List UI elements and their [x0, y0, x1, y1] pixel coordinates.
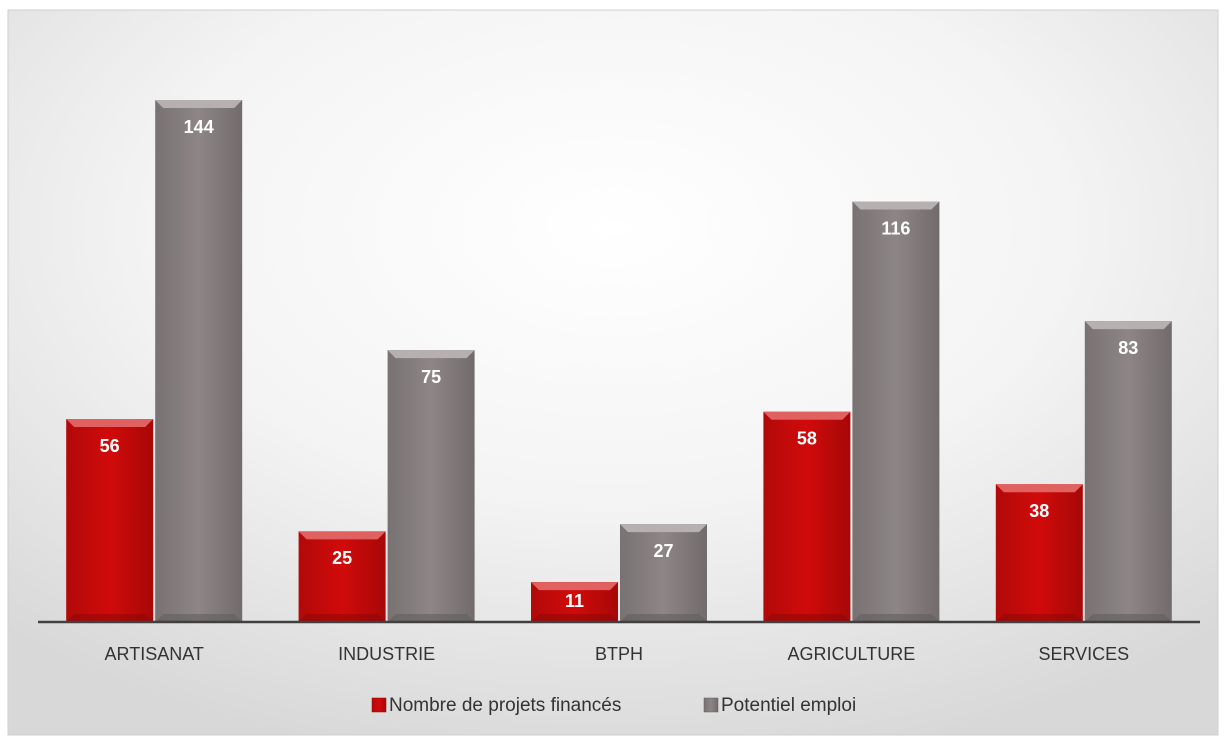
legend-label: Nombre de projets financés	[389, 695, 621, 716]
legend-label: Potentiel emploi	[721, 695, 856, 716]
x-tick-label: INDUSTRIE	[338, 644, 435, 664]
bar-bevel	[1084, 321, 1172, 330]
value-label: 25	[332, 548, 352, 568]
bar	[852, 201, 940, 622]
value-label: 83	[1118, 338, 1138, 358]
bar-bevel	[620, 614, 707, 622]
bar	[995, 484, 1083, 622]
bar-bevel	[995, 484, 1083, 493]
legend-swatch	[703, 697, 719, 713]
bar-bevel	[763, 411, 851, 420]
bar-bevel	[763, 614, 851, 622]
bar-bevel	[995, 614, 1083, 622]
value-label: 75	[421, 367, 441, 387]
bar	[66, 419, 154, 622]
bar-bevel	[387, 614, 475, 622]
bar-bevel	[1084, 614, 1172, 622]
bar	[387, 350, 475, 622]
value-label: 58	[797, 429, 817, 449]
value-label: 116	[881, 218, 910, 238]
legend-swatch	[371, 697, 387, 713]
x-tick-label: AGRICULTURE	[788, 644, 916, 664]
value-label: 11	[565, 591, 584, 611]
value-label: 144	[184, 117, 214, 137]
x-tick-label: BTPH	[595, 644, 643, 664]
value-label: 27	[653, 541, 673, 561]
bar-bevel	[531, 582, 618, 591]
bar-bevel	[298, 614, 386, 622]
bar-bevel	[155, 614, 243, 622]
bar-bevel	[531, 614, 618, 622]
bar-bevel	[66, 419, 154, 427]
bar	[1084, 321, 1172, 622]
bar-bevel	[155, 100, 243, 108]
x-tick-label: ARTISANAT	[105, 644, 204, 664]
bar-bevel	[852, 614, 940, 622]
bar-bevel	[387, 350, 475, 359]
value-label: 38	[1029, 501, 1049, 521]
bar	[620, 524, 707, 622]
bar-bevel	[852, 201, 940, 210]
x-tick-label: SERVICES	[1038, 644, 1129, 664]
bar-bevel	[298, 531, 386, 540]
bar-bevel	[66, 614, 154, 622]
bar	[298, 531, 386, 622]
bar	[155, 100, 243, 622]
bar-bevel	[620, 524, 707, 533]
bar	[763, 411, 851, 622]
value-label: 56	[100, 436, 120, 456]
